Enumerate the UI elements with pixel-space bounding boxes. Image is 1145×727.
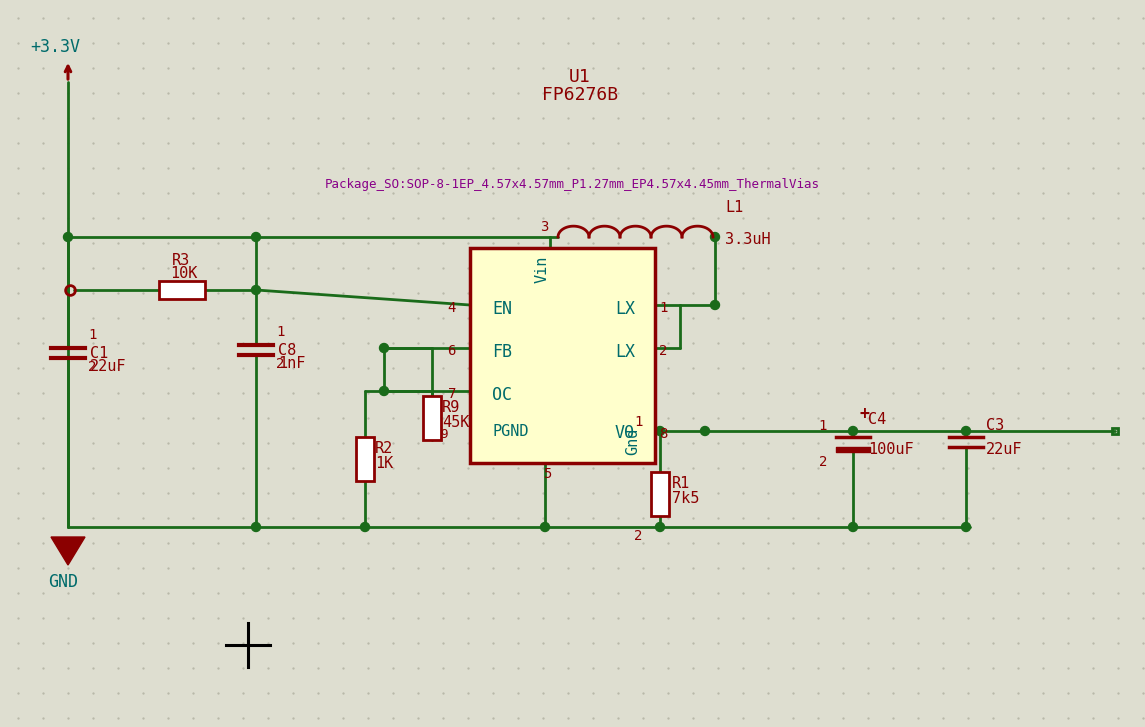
Text: 2: 2 — [660, 344, 668, 358]
Circle shape — [540, 523, 550, 531]
Circle shape — [711, 233, 719, 241]
Circle shape — [252, 286, 261, 294]
Circle shape — [361, 523, 370, 531]
Text: 22uF: 22uF — [90, 359, 126, 374]
Text: GND: GND — [48, 573, 78, 591]
Text: U1: U1 — [569, 68, 591, 86]
Text: Vin: Vin — [535, 256, 550, 284]
Text: 100uF: 100uF — [868, 442, 914, 457]
Text: R2: R2 — [376, 441, 393, 456]
Text: 22uF: 22uF — [986, 442, 1022, 457]
Text: C1: C1 — [90, 346, 109, 361]
Bar — [423, 396, 441, 440]
Circle shape — [379, 387, 388, 395]
Text: 1: 1 — [819, 419, 827, 433]
Text: +: + — [859, 405, 869, 423]
Text: EN: EN — [492, 300, 512, 318]
Text: 1: 1 — [660, 301, 668, 315]
Circle shape — [848, 427, 858, 435]
Text: 1: 1 — [634, 415, 642, 429]
Circle shape — [655, 427, 664, 435]
Text: 2: 2 — [634, 529, 642, 543]
Circle shape — [848, 523, 858, 531]
Bar — [469, 248, 655, 463]
Text: Package_SO:SOP-8-1EP_4.57x4.57mm_P1.27mm_EP4.57x4.45mm_ThermalVias: Package_SO:SOP-8-1EP_4.57x4.57mm_P1.27mm… — [324, 178, 820, 191]
Circle shape — [379, 343, 388, 353]
Text: 10K: 10K — [169, 266, 197, 281]
Text: PGND: PGND — [492, 424, 529, 439]
Circle shape — [252, 523, 261, 531]
Circle shape — [655, 523, 664, 531]
Text: 9: 9 — [440, 428, 448, 441]
Text: C3: C3 — [986, 418, 1004, 433]
Text: 3: 3 — [539, 220, 548, 234]
Text: R9: R9 — [442, 400, 460, 415]
Text: 1nF: 1nF — [278, 356, 306, 371]
Text: OC: OC — [492, 386, 512, 404]
Bar — [652, 472, 669, 516]
Text: FB: FB — [492, 343, 512, 361]
Circle shape — [701, 427, 710, 435]
Polygon shape — [52, 537, 85, 565]
Text: VO: VO — [615, 424, 635, 442]
Text: +3.3V: +3.3V — [30, 38, 80, 56]
Bar — [356, 437, 374, 481]
Text: 5: 5 — [543, 467, 551, 481]
Text: 8: 8 — [660, 427, 668, 441]
Text: C8: C8 — [278, 343, 297, 358]
Text: R3: R3 — [172, 253, 190, 268]
Text: 1K: 1K — [376, 456, 393, 471]
Text: LX: LX — [615, 300, 635, 318]
Circle shape — [711, 300, 719, 310]
Text: 6: 6 — [448, 344, 456, 358]
Circle shape — [962, 523, 971, 531]
Text: Gnd: Gnd — [625, 427, 640, 455]
Text: 3.3uH: 3.3uH — [725, 232, 771, 247]
Circle shape — [63, 233, 72, 241]
Text: R1: R1 — [672, 476, 690, 491]
Text: 4: 4 — [448, 301, 456, 315]
Text: 2: 2 — [276, 357, 284, 371]
Text: 1: 1 — [88, 328, 96, 342]
Text: 1: 1 — [276, 325, 284, 339]
Text: 45K: 45K — [442, 415, 469, 430]
Circle shape — [252, 233, 261, 241]
Text: 7: 7 — [448, 387, 456, 401]
Text: 7k5: 7k5 — [672, 491, 700, 506]
Circle shape — [962, 427, 971, 435]
Text: C4: C4 — [868, 412, 886, 427]
Bar — [159, 281, 205, 299]
Text: FP6276B: FP6276B — [542, 86, 618, 104]
Text: 2: 2 — [88, 360, 96, 374]
Text: LX: LX — [615, 343, 635, 361]
Text: L1: L1 — [725, 200, 743, 215]
Text: 2: 2 — [819, 455, 827, 469]
